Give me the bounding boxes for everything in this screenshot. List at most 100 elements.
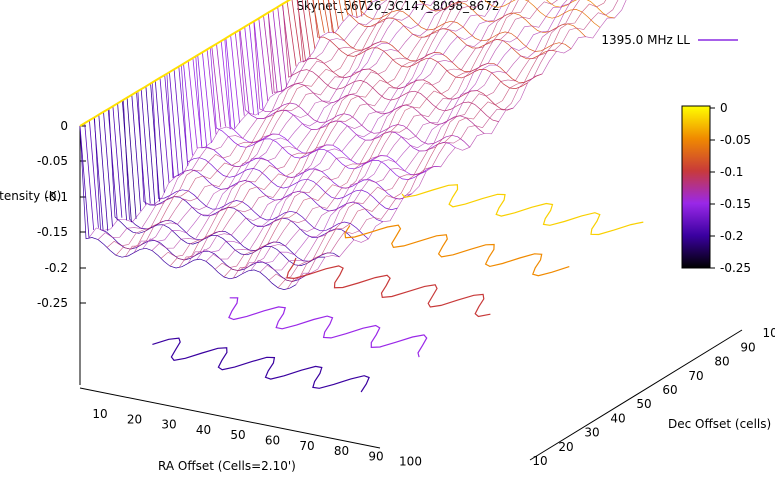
wall-line — [79, 125, 90, 238]
mesh-line-ra — [214, 0, 519, 270]
z-tick-label: -0.15 — [37, 225, 68, 239]
y-axis-line — [529, 329, 743, 461]
wall-line — [239, 29, 250, 113]
y-tick-label: 50 — [636, 397, 651, 411]
mesh-line-ra — [88, 0, 379, 238]
legend: 1395.0 MHz LL — [601, 33, 738, 47]
wall-line — [211, 46, 222, 128]
x-tick-label: 100 — [399, 455, 422, 469]
wall-line — [322, 0, 330, 33]
x-axis-label: RA Offset (Cells=2.10') — [158, 459, 296, 473]
wall-line — [150, 83, 160, 202]
wall-line — [89, 120, 99, 228]
mesh-line-ra — [178, 0, 483, 268]
wall-line — [131, 94, 142, 212]
wall-line — [192, 57, 203, 147]
wall-line — [112, 106, 123, 218]
mesh-line-ra — [142, 0, 446, 249]
colorbar-tick-label: -0.05 — [720, 133, 751, 147]
mesh-line-ra — [223, 0, 530, 278]
wall-line — [338, 0, 344, 22]
wall-line — [258, 18, 269, 102]
mesh-line-ra — [196, 0, 506, 260]
mesh-line-dec — [209, 47, 427, 180]
wall-line — [327, 0, 335, 34]
wall-line — [164, 74, 175, 178]
wall-line — [291, 0, 302, 62]
wall-line — [267, 12, 278, 93]
wall-line — [312, 0, 320, 39]
colorbar: 0 -0.05 -0.1 -0.15 -0.2 -0.25 — [681, 101, 751, 275]
wall-line — [93, 117, 104, 231]
y-tick-label: 90 — [740, 340, 755, 354]
x-tick-label: 50 — [230, 428, 245, 442]
wall-line — [178, 66, 189, 167]
z-tick-label: -0.05 — [37, 154, 68, 168]
wall-line — [358, 0, 363, 17]
contour-line — [286, 257, 491, 318]
colorbar-tick-label: -0.2 — [720, 229, 743, 243]
mesh-line-ra — [241, 0, 568, 275]
wall-line — [122, 100, 132, 223]
wall-line — [296, 0, 306, 61]
wall-line — [263, 15, 273, 95]
colorbar-gradient — [681, 105, 711, 269]
wall-line — [183, 63, 193, 156]
mesh-line-dec — [108, 108, 325, 266]
mesh-line-ra — [106, 0, 391, 248]
x-tick-label: 70 — [299, 439, 314, 453]
mesh-line-ra — [187, 0, 497, 264]
wall-line — [364, 0, 368, 10]
colorbar-tick-label: -0.25 — [720, 261, 751, 275]
y-axis-label: Dec Offset (cells) — [668, 417, 771, 431]
wall-line — [307, 0, 316, 49]
mesh-line-ra — [160, 0, 460, 259]
y-tick-label: 80 — [714, 355, 729, 369]
z-tick-label: -0.1 — [45, 190, 68, 204]
top-plateau-edge — [79, 0, 292, 127]
wall-line — [344, 0, 349, 16]
z-axis-label: Intensity (K) — [0, 189, 61, 203]
wall-line — [126, 97, 137, 219]
z-axis: 0 -0.05 -0.1 -0.15 -0.2 -0.25 — [37, 119, 86, 385]
mesh-line-ra — [124, 0, 407, 258]
y-tick-label: 20 — [558, 440, 573, 454]
z-tick-label: 0 — [60, 119, 68, 133]
x-tick-label: 60 — [265, 434, 280, 448]
wall-line — [286, 1, 297, 67]
y-tick-label: 30 — [584, 426, 599, 440]
wall-line — [117, 103, 127, 221]
y-tick-label: 40 — [610, 411, 625, 425]
mesh-line-ra — [115, 0, 398, 256]
mesh-line-ra — [268, 0, 588, 281]
x-axis-line — [79, 387, 381, 449]
mesh-line-ra — [79, 0, 290, 127]
wall-line — [84, 123, 95, 231]
wall-line — [197, 55, 208, 148]
wall-line — [272, 9, 283, 92]
wall-line — [140, 89, 151, 204]
mesh-line-ra — [277, 0, 607, 288]
x-tick-label: 40 — [196, 423, 211, 437]
y-tick-label: 70 — [688, 369, 703, 383]
mesh-line-ra — [250, 0, 573, 271]
mesh-line-ra — [133, 0, 435, 253]
wall-line — [206, 49, 217, 135]
contour-line — [228, 297, 428, 358]
mesh-line-ra — [259, 0, 576, 273]
wall-line — [216, 43, 226, 127]
wall-line — [301, 0, 311, 58]
mesh-line-ra — [286, 0, 619, 290]
mesh-line-dec — [79, 125, 297, 290]
legend-label: 1395.0 MHz LL — [601, 33, 690, 47]
x-tick-label: 20 — [127, 412, 142, 426]
contour-line — [401, 184, 644, 236]
base-contours — [152, 184, 644, 393]
wall-line — [253, 21, 264, 111]
wall-line — [353, 0, 358, 18]
wall-line — [173, 69, 184, 174]
x-tick-label: 90 — [368, 449, 383, 463]
wall-line — [136, 91, 146, 205]
wall-line — [230, 35, 240, 124]
